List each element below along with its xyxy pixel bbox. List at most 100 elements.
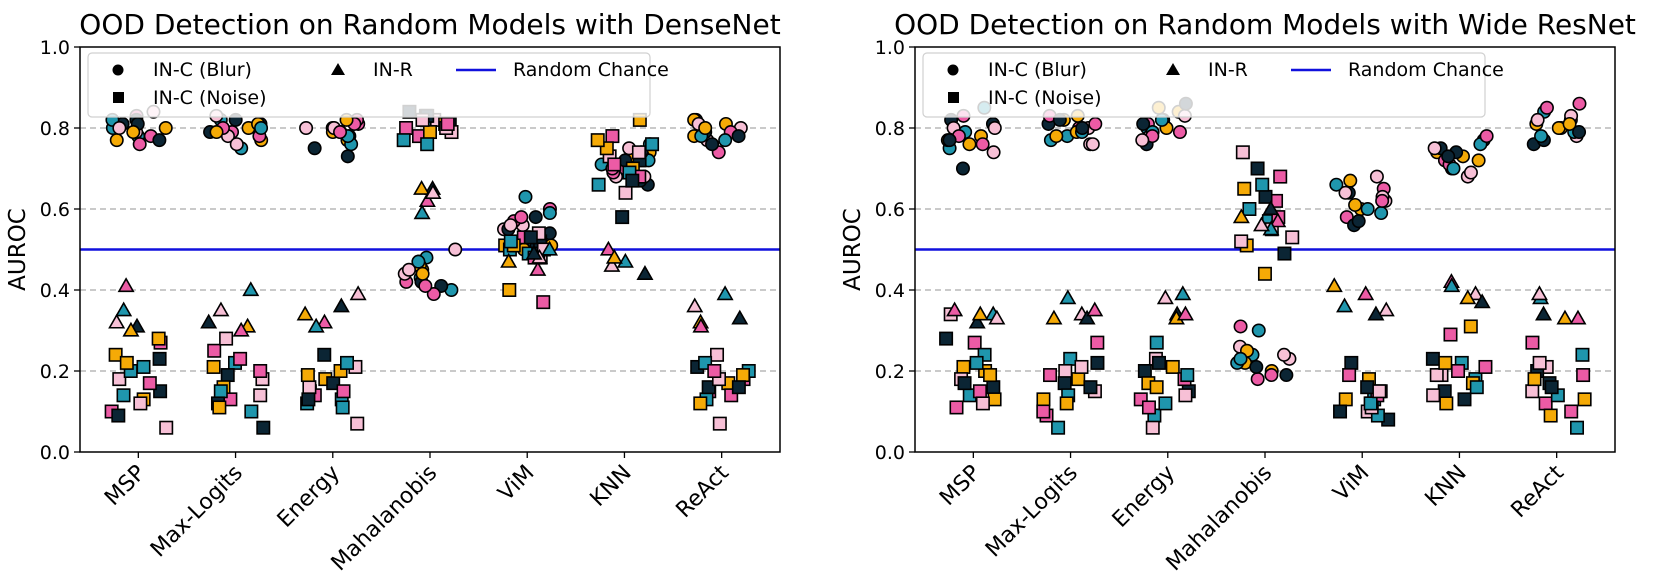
point-blur bbox=[333, 125, 348, 140]
point-noise bbox=[701, 380, 716, 395]
point-blur bbox=[1351, 214, 1366, 229]
point-noise bbox=[340, 355, 355, 370]
point-in-r bbox=[686, 297, 704, 313]
point-blur bbox=[1375, 193, 1390, 208]
point-noise bbox=[615, 210, 630, 225]
point-noise bbox=[693, 396, 708, 411]
point-blur bbox=[340, 149, 355, 164]
point-in-r bbox=[232, 321, 250, 337]
point-noise bbox=[591, 177, 606, 192]
point-noise bbox=[440, 116, 455, 131]
legend-label-in-r: IN-R bbox=[373, 59, 413, 81]
point-in-r bbox=[541, 240, 559, 256]
point-noise bbox=[336, 384, 351, 399]
point-noise bbox=[590, 133, 605, 148]
point-noise bbox=[987, 392, 1002, 407]
point-noise bbox=[302, 380, 317, 395]
point-noise bbox=[1149, 380, 1164, 395]
point-noise bbox=[503, 234, 518, 249]
point-noise bbox=[1360, 380, 1375, 395]
point-noise bbox=[1575, 347, 1590, 362]
point-noise bbox=[1178, 388, 1193, 403]
point-in-r bbox=[108, 313, 126, 329]
point-noise bbox=[939, 331, 954, 346]
point-noise bbox=[253, 388, 268, 403]
point-noise bbox=[219, 331, 234, 346]
point-in-r bbox=[1078, 309, 1096, 325]
point-noise bbox=[335, 400, 350, 415]
point-blur bbox=[718, 133, 733, 148]
point-noise bbox=[1478, 359, 1493, 374]
point-noise bbox=[1525, 384, 1540, 399]
point-blur bbox=[132, 137, 147, 152]
point-blur bbox=[962, 137, 977, 152]
point-noise bbox=[1255, 177, 1270, 192]
x-tick-label: Energy bbox=[273, 461, 345, 533]
point-noise bbox=[1338, 392, 1353, 407]
point-blur bbox=[705, 137, 720, 152]
point-in-r bbox=[1443, 277, 1461, 293]
point-noise bbox=[631, 145, 646, 160]
point-blur bbox=[1463, 165, 1478, 180]
legend-marker-blur bbox=[947, 64, 959, 76]
legend-label-blur: IN-C (Blur) bbox=[153, 59, 252, 81]
point-noise bbox=[420, 137, 435, 152]
point-in-r bbox=[525, 244, 543, 260]
point-noise bbox=[212, 400, 227, 415]
point-blur bbox=[1369, 169, 1384, 184]
x-tick-label: Max-Logits bbox=[981, 461, 1083, 563]
point-blur bbox=[1049, 129, 1064, 144]
point-noise bbox=[1235, 145, 1250, 160]
point-blur bbox=[942, 133, 957, 148]
point-blur bbox=[1264, 368, 1279, 383]
point-blur bbox=[418, 278, 433, 293]
point-noise bbox=[1074, 359, 1089, 374]
point-noise bbox=[1242, 202, 1257, 217]
point-noise bbox=[1532, 355, 1547, 370]
point-in-r bbox=[692, 317, 710, 333]
point-blur bbox=[1572, 96, 1587, 111]
y-tick-label: 0.4 bbox=[40, 280, 70, 302]
point-noise bbox=[1149, 335, 1164, 350]
point-blur bbox=[152, 133, 167, 148]
point-in-r bbox=[413, 180, 431, 195]
point-blur bbox=[126, 125, 141, 140]
point-noise bbox=[151, 331, 166, 346]
point-blur bbox=[1479, 129, 1494, 144]
point-noise bbox=[1527, 372, 1542, 387]
point-noise bbox=[1137, 363, 1152, 378]
point-noise bbox=[142, 376, 157, 391]
point-noise bbox=[949, 400, 964, 415]
point-blur bbox=[1279, 368, 1294, 383]
point-in-r bbox=[529, 261, 547, 276]
point-in-r bbox=[296, 305, 314, 321]
point-in-r bbox=[731, 309, 749, 325]
y-tick-label: 0.0 bbox=[40, 442, 70, 464]
point-in-r bbox=[968, 313, 986, 329]
point-noise bbox=[1234, 234, 1249, 249]
point-in-r bbox=[1367, 305, 1385, 321]
plot-frame bbox=[914, 46, 1616, 453]
point-noise bbox=[112, 372, 127, 387]
point-noise bbox=[1058, 363, 1073, 378]
point-in-r bbox=[1556, 309, 1574, 325]
point-noise bbox=[1443, 327, 1458, 342]
point-noise bbox=[1425, 351, 1440, 366]
point-blur bbox=[1233, 319, 1248, 334]
point-noise bbox=[1250, 161, 1265, 176]
chart-panel-2: OOD Detection on Random Models with Wide… bbox=[840, 8, 1636, 576]
point-noise bbox=[159, 420, 174, 435]
point-blur bbox=[1427, 141, 1442, 156]
point-in-r bbox=[1262, 200, 1280, 216]
point-noise bbox=[975, 396, 990, 411]
point-noise bbox=[326, 376, 341, 391]
point-blur bbox=[1251, 323, 1266, 338]
chart-title: OOD Detection on Random Models with Dens… bbox=[79, 8, 780, 41]
point-noise bbox=[1363, 396, 1378, 411]
legend-marker-noise bbox=[113, 92, 124, 103]
point-in-r bbox=[332, 297, 350, 313]
point-in-r bbox=[1569, 309, 1587, 325]
point-noise bbox=[1438, 355, 1453, 370]
point-noise bbox=[256, 420, 271, 435]
